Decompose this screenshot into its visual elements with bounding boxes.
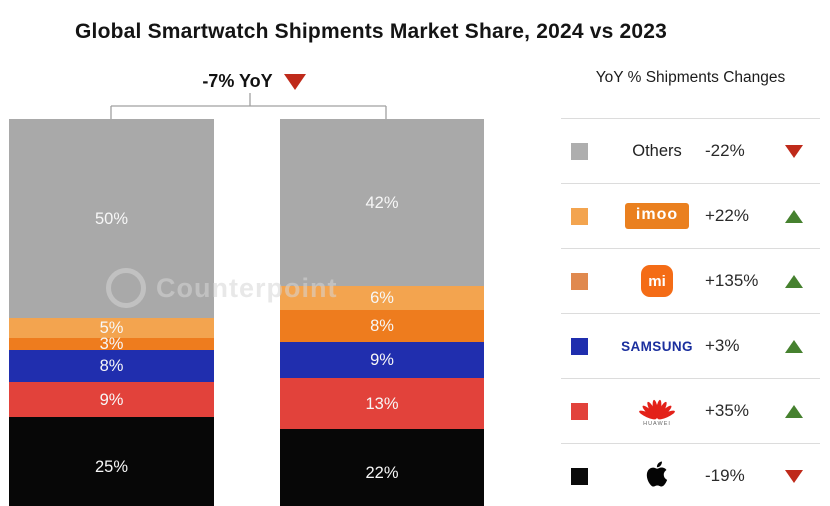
samsung-change: +3%: [705, 336, 740, 355]
segment-value-label: 6%: [370, 288, 394, 307]
imoo-logo: imoo: [624, 203, 690, 229]
segment-huawei: 13%: [280, 377, 484, 430]
huawei-wordmark: HUAWEI: [643, 420, 671, 427]
bar-2023: 50% 5% 3% 8% 9% 25%: [9, 119, 214, 506]
legend-row-huawei: HUAWEI +35%: [561, 378, 820, 443]
samsung-swatch: [571, 337, 588, 355]
xiaomi-swatch: [571, 272, 588, 290]
legend: Others -22% imoo +22% mi +135% SAMSUNG +…: [561, 118, 820, 506]
segment-value-label: 9%: [99, 390, 124, 409]
apple-logo-icon: [642, 457, 672, 496]
trend-down-icon: [784, 144, 803, 158]
xiaomi-logo: mi: [641, 265, 673, 297]
huawei-swatch: [571, 402, 588, 420]
segment-xiaomi: 3%: [9, 334, 214, 353]
segment-value-label: 13%: [365, 394, 399, 413]
segment-samsung: 8%: [9, 349, 214, 382]
others-swatch: [571, 142, 588, 160]
segment-value-label: 5%: [99, 318, 124, 337]
imoo-change: +22%: [705, 206, 749, 225]
trend-down-icon: [283, 73, 306, 90]
xiaomi-change: +135%: [705, 271, 759, 290]
segment-imoo: 6%: [280, 286, 484, 311]
segment-value-label: 9%: [370, 350, 394, 369]
trend-up-icon: [784, 339, 803, 353]
imoo-swatch: [571, 207, 588, 225]
legend-row-others: Others -22%: [561, 118, 820, 183]
segment-apple: 22%: [280, 429, 484, 506]
total-yoy-annotation: -7% YoY: [12, 71, 496, 92]
legend-header: YoY % Shipments Changes: [595, 69, 786, 86]
segment-xiaomi: 8%: [280, 310, 484, 342]
segment-others: 50%: [9, 119, 214, 318]
huawei-logo-icon: HUAWEI: [638, 395, 676, 428]
trend-up-icon: [784, 404, 803, 418]
chart-title: Global Smartwatch Shipments Market Share…: [75, 20, 668, 43]
legend-row-apple: -19%: [561, 443, 820, 506]
trend-up-icon: [784, 209, 803, 223]
others-label: Others: [632, 141, 682, 160]
others-change: -22%: [705, 141, 745, 160]
trend-up-icon: [784, 274, 803, 288]
segment-value-label: 8%: [370, 316, 394, 335]
segment-value-label: 22%: [365, 463, 399, 482]
apple-change: -19%: [705, 466, 745, 485]
legend-row-xiaomi: mi +135%: [561, 248, 820, 313]
bar-2024: 42% 6% 8% 9% 13% 22%: [280, 119, 484, 506]
segment-value-label: 3%: [99, 334, 124, 353]
samsung-logo: SAMSUNG: [621, 338, 693, 354]
segment-samsung: 9%: [280, 341, 484, 378]
segment-value-label: 8%: [99, 356, 124, 375]
legend-row-samsung: SAMSUNG +3%: [561, 313, 820, 378]
segment-imoo: 5%: [9, 318, 214, 338]
segment-value-label: 42%: [365, 193, 399, 212]
huawei-change: +35%: [705, 401, 749, 420]
segment-huawei: 9%: [9, 381, 214, 418]
segment-value-label: 50%: [94, 209, 129, 228]
total-yoy-label: -7% YoY: [202, 71, 273, 91]
segment-value-label: 25%: [94, 457, 129, 476]
segment-others: 42%: [280, 119, 484, 287]
apple-swatch: [571, 467, 588, 485]
trend-down-icon: [784, 469, 803, 483]
segment-apple: 25%: [9, 417, 214, 506]
legend-row-imoo: imoo +22%: [561, 183, 820, 248]
